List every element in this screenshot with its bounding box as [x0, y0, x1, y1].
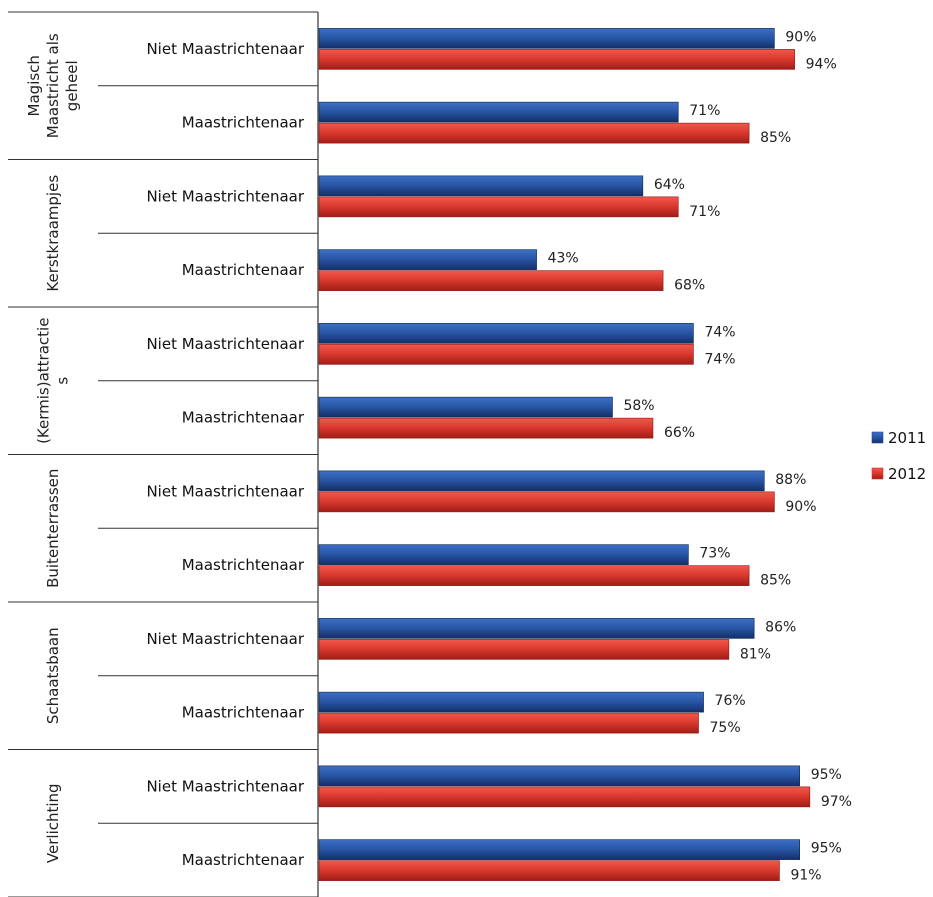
data-label: 76% [715, 693, 746, 709]
bar-2012 [318, 786, 811, 808]
legend-label-2012: 2012 [888, 465, 926, 483]
data-label: 85% [760, 573, 791, 589]
data-label: 88% [775, 472, 806, 488]
bar-2012 [318, 565, 750, 586]
bar-2011 [318, 544, 689, 565]
row-label: Niet Maastrichtenaar [146, 335, 304, 353]
bar-2011 [318, 28, 775, 49]
legend-swatch-2012 [871, 467, 884, 480]
bar-2011 [318, 691, 704, 713]
data-label: 73% [699, 546, 730, 562]
bar-2012 [318, 49, 795, 70]
group-label: Buitenterrassen [44, 469, 62, 588]
group-label: (Kermis)attracties [35, 318, 72, 444]
bar-2011 [318, 175, 644, 197]
bar-2011 [318, 839, 801, 860]
row-label: Maastrichtenaar [182, 704, 305, 722]
data-label: 66% [664, 425, 695, 441]
data-label: 64% [654, 177, 685, 193]
data-label: 97% [821, 794, 852, 810]
bar-2012 [318, 122, 750, 144]
legend: 2011 2012 [871, 429, 926, 483]
data-label: 71% [689, 103, 720, 119]
row-label: Maastrichtenaar [182, 261, 305, 279]
row-label: Niet Maastrichtenaar [146, 482, 304, 500]
data-label: 91% [790, 868, 821, 884]
group-label: MagischMaastricht alsgeheel [25, 33, 81, 138]
data-label: 75% [710, 720, 741, 736]
row-label: Maastrichtenaar [182, 851, 305, 869]
bar-2012 [318, 344, 694, 365]
bar-2012 [318, 196, 679, 218]
bar-2011 [318, 765, 801, 787]
bar-2012 [318, 712, 699, 734]
row-label: Maastrichtenaar [182, 409, 305, 427]
legend-label-2011: 2011 [888, 429, 926, 447]
data-label: 94% [806, 56, 837, 72]
data-label: 86% [765, 619, 796, 635]
data-label: 74% [704, 324, 735, 340]
bar-2012 [318, 270, 664, 291]
bar-2012 [318, 417, 654, 439]
data-label: 95% [811, 841, 842, 857]
bar-2012 [318, 860, 780, 881]
bar-2011 [318, 249, 537, 270]
row-label: Maastrichtenaar [182, 114, 305, 132]
group-label: Kerstkraampjes [44, 175, 62, 292]
row-label: Niet Maastrichtenaar [146, 630, 304, 648]
data-label: 81% [740, 646, 771, 662]
data-label: 43% [548, 251, 579, 267]
data-label: 95% [811, 767, 842, 783]
bar-2011 [318, 618, 755, 639]
data-label: 71% [689, 204, 720, 220]
legend-swatch-2011 [871, 431, 884, 444]
row-label: Niet Maastrichtenaar [146, 777, 304, 795]
data-label: 74% [704, 351, 735, 367]
group-label: Verlichting [44, 783, 62, 863]
data-label: 85% [760, 130, 791, 146]
row-label: Niet Maastrichtenaar [146, 187, 304, 205]
row-label: Maastrichtenaar [182, 556, 305, 574]
bar-2011 [318, 396, 613, 418]
data-label: 58% [623, 398, 654, 414]
data-label: 90% [785, 499, 816, 515]
data-label: 68% [674, 278, 705, 294]
data-label: 90% [785, 29, 816, 45]
bar-2011 [318, 323, 694, 344]
bar-2012 [318, 491, 775, 513]
row-label: Niet Maastrichtenaar [146, 40, 304, 58]
bar-2011 [318, 101, 679, 123]
group-label: Schaatsbaan [44, 627, 62, 724]
bar-2012 [318, 639, 730, 660]
bar-2011 [318, 470, 765, 492]
